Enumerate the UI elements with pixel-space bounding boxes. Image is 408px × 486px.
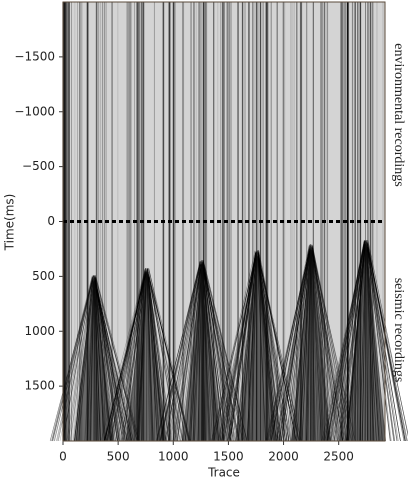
x-tick-label: 1500 bbox=[213, 450, 244, 464]
x-tick-label: 500 bbox=[107, 450, 130, 464]
x-tick-label: 1000 bbox=[158, 450, 189, 464]
y-axis-label: Time(ms) bbox=[3, 194, 17, 252]
y-tick-label: 1000 bbox=[24, 324, 55, 338]
annotation: seismic recordings bbox=[391, 278, 406, 383]
annotation: environmental recordings bbox=[391, 43, 406, 186]
y-tick-label: −1500 bbox=[14, 49, 55, 63]
y-tick-label: 500 bbox=[32, 269, 55, 283]
y-tick-label: −1000 bbox=[14, 104, 55, 118]
x-tick-label: 0 bbox=[59, 450, 67, 464]
y-tick-label: −500 bbox=[22, 159, 55, 173]
x-axis-label: Trace bbox=[207, 466, 240, 480]
y-tick-label: 1500 bbox=[24, 379, 55, 393]
x-tick-label: 2000 bbox=[268, 450, 299, 464]
y-tick-label: 0 bbox=[47, 214, 55, 228]
x-tick-label: 2500 bbox=[323, 450, 354, 464]
